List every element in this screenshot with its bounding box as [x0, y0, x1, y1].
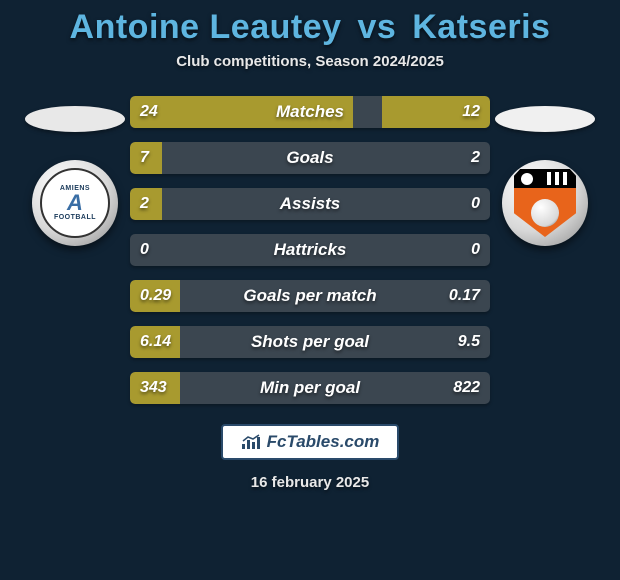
lorient-ball-icon: [531, 199, 559, 227]
stat-row: 0.29 Goals per match 0.17: [130, 280, 490, 312]
stat-row: 0 Hattricks 0: [130, 234, 490, 266]
stat-value-left: 343: [140, 379, 167, 397]
right-club-col: [490, 96, 600, 246]
amiens-badge-inner: AMIENS A FOOTBALL: [40, 168, 110, 238]
left-club-col: AMIENS A FOOTBALL: [20, 96, 130, 246]
amiens-a-icon: A: [67, 192, 83, 214]
chart-icon: [241, 434, 261, 450]
stat-row: 24 Matches 12: [130, 96, 490, 128]
lorient-shield: [514, 169, 576, 237]
stat-value-right: 822: [453, 379, 480, 397]
stat-value-right: 0.17: [449, 287, 480, 305]
stat-value-right: 9.5: [458, 333, 480, 351]
stat-row: 7 Goals 2: [130, 142, 490, 174]
subtitle: Club competitions, Season 2024/2025: [176, 53, 444, 70]
stat-value-left: 0.29: [140, 287, 171, 305]
stat-label: Goals: [286, 148, 333, 168]
player1-name: Antoine Leautey: [70, 8, 342, 46]
stat-label: Min per goal: [260, 378, 360, 398]
comparison-card: Antoine Leautey vs Katseris Club competi…: [0, 0, 620, 580]
right-club-badge: [502, 160, 588, 246]
amiens-text-bottom: FOOTBALL: [54, 214, 96, 221]
stat-row: 2 Assists 0: [130, 188, 490, 220]
stat-label: Goals per match: [243, 286, 376, 306]
source-text: FcTables.com: [267, 432, 380, 452]
stat-row: 343 Min per goal 822: [130, 372, 490, 404]
vs-text: vs: [357, 8, 396, 46]
stat-row: 6.14 Shots per goal 9.5: [130, 326, 490, 358]
stat-value-right: 12: [462, 103, 480, 121]
left-ellipse: [25, 106, 125, 132]
stat-value-right: 0: [471, 195, 480, 213]
player2-name: Katseris: [412, 8, 550, 46]
stat-label: Shots per goal: [251, 332, 369, 352]
stat-value-right: 0: [471, 241, 480, 259]
stats-chart: 24 Matches 12 7 Goals 2 2 Assists 0 0 Hattricks 0 0.…: [130, 96, 490, 404]
stat-value-left: 24: [140, 103, 158, 121]
left-club-badge: AMIENS A FOOTBALL: [32, 160, 118, 246]
stat-value-right: 2: [471, 149, 480, 167]
stat-label: Hattricks: [274, 240, 347, 260]
content-row: AMIENS A FOOTBALL 24 Matches 12 7 Goals 2 2 Ass…: [0, 96, 620, 404]
stat-value-left: 2: [140, 195, 149, 213]
page-title: Antoine Leautey vs Katseris: [70, 8, 551, 47]
stat-label: Matches: [276, 102, 344, 122]
stat-value-left: 0: [140, 241, 149, 259]
date-text: 16 february 2025: [251, 474, 369, 491]
right-ellipse: [495, 106, 595, 132]
stat-value-left: 7: [140, 149, 149, 167]
stat-value-left: 6.14: [140, 333, 171, 351]
source-badge: FcTables.com: [221, 424, 400, 460]
stat-label: Assists: [280, 194, 340, 214]
